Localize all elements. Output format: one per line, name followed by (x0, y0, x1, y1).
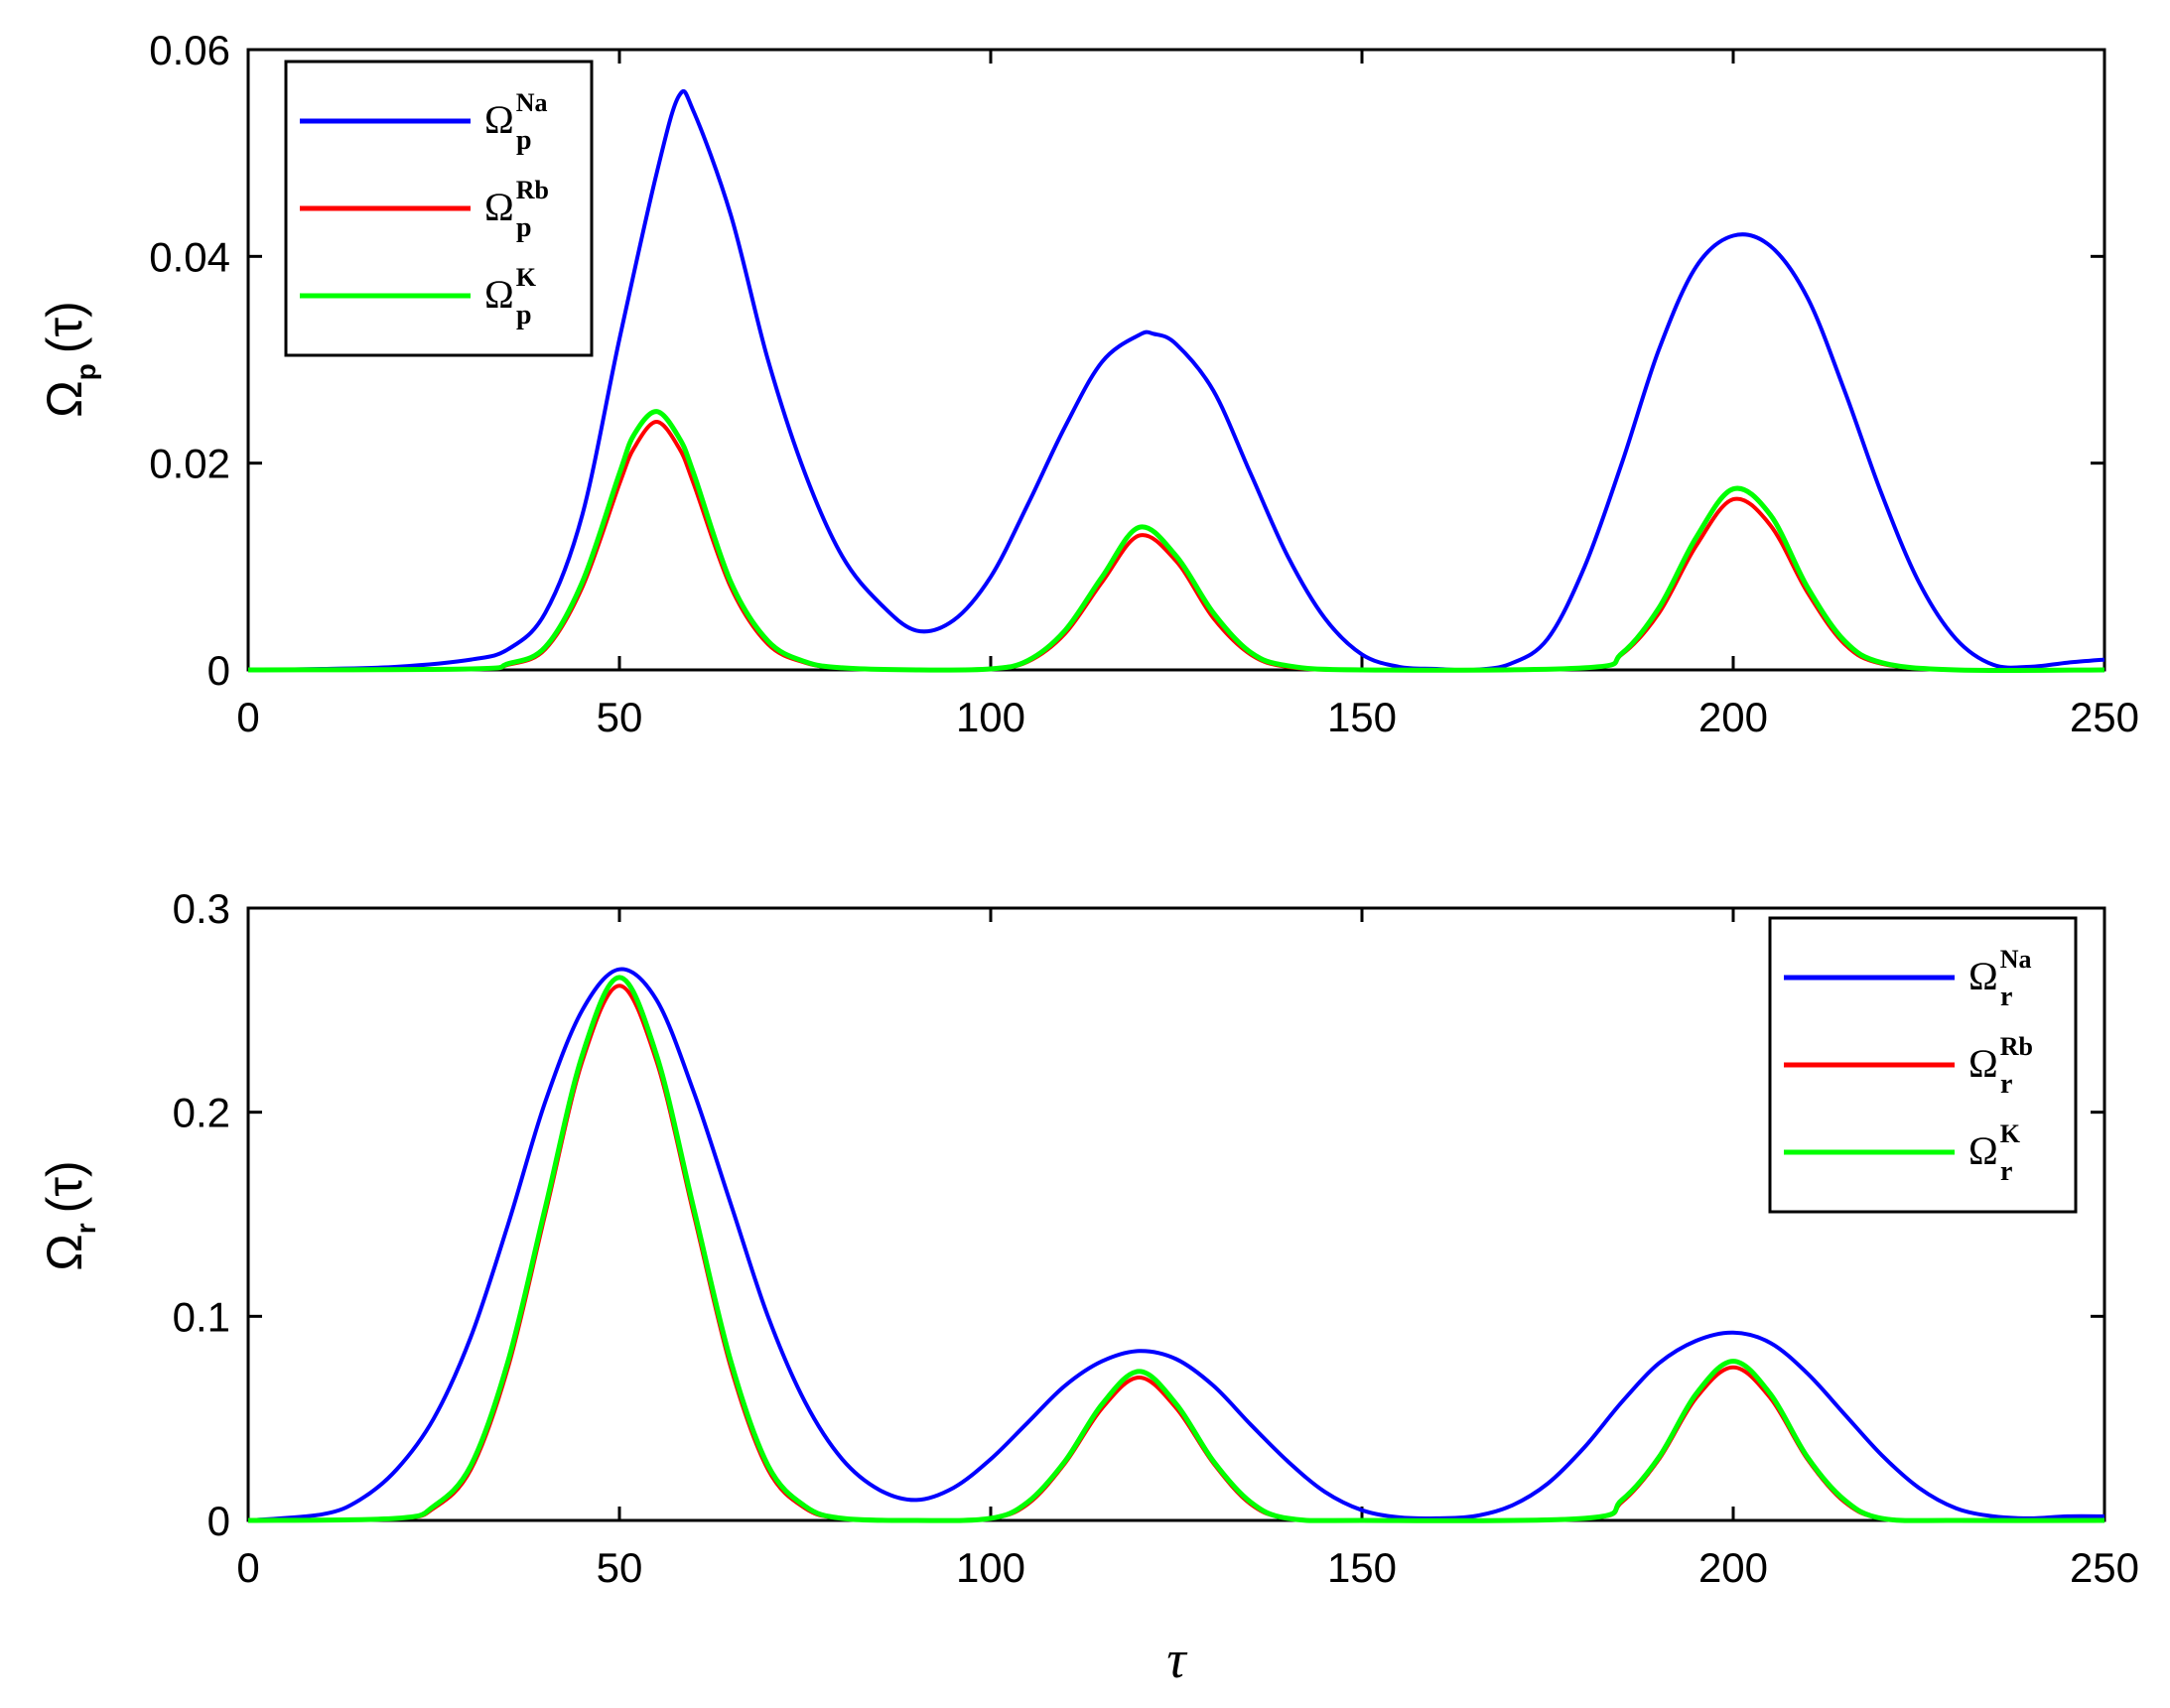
top-legend: ΩNa p ΩRb p ΩK p (284, 60, 594, 357)
bottom-x-tick-label: 100 (956, 1544, 1025, 1591)
top-y-tick-label: 0.04 (149, 233, 230, 280)
bottom-x-tick-label: 200 (1698, 1544, 1768, 1591)
bottom-y-tick-label: 0.2 (173, 1090, 230, 1136)
bottom-x-tick-label: 0 (236, 1544, 259, 1591)
top-x-tick-label: 100 (956, 694, 1025, 740)
top-chart-panel: 0 50 100 150 200 250 0 0.02 0.04 0.06 Ωp(τ) ΩNa p… (37, 27, 2139, 740)
bottom-y-tick-label: 0.3 (173, 885, 230, 932)
bottom-legend-label: ΩRb r (1968, 1032, 2033, 1100)
bottom-legend: ΩNa r ΩRb r ΩK r (1768, 916, 2078, 1214)
bottom-y-axis-label: Ωr(τ) (37, 1160, 101, 1270)
top-y-tick-label: 0 (207, 647, 230, 694)
bottom-x-axis-label: τ (1166, 1630, 1187, 1689)
top-x-tick-label: 200 (1698, 694, 1768, 740)
top-legend-label: ΩK p (484, 263, 537, 330)
bottom-y-tick-label: 0.1 (173, 1293, 230, 1340)
top-x-tick-label: 0 (236, 694, 259, 740)
top-y-axis-label: Ωp(τ) (37, 301, 101, 418)
top-y-tick-label: 0.06 (149, 27, 230, 73)
bottom-y-tick-label: 0 (207, 1498, 230, 1544)
bottom-legend-label: ΩNa r (1968, 945, 2032, 1012)
top-legend-label: ΩNa p (484, 88, 548, 156)
top-series-line-k (247, 409, 2105, 674)
top-series-lines (247, 88, 2105, 674)
bottom-chart-panel: 0 50 100 150 200 250 00.10.20.3 Ωr(τ) τ ΩNa rΩ… (37, 885, 2139, 1689)
bottom-y-tick-labels: 0 0.1 0.2 0.3 (173, 885, 230, 1544)
top-x-tick-labels: 0 50 100 150 200 250 (236, 694, 2139, 740)
top-legend-label: ΩRb p (484, 176, 549, 243)
top-series-line-na (247, 88, 2105, 673)
bottom-series-line-k (247, 975, 2105, 1523)
top-x-tick-label: 250 (2070, 694, 2139, 740)
top-y-tick-label: 0.02 (149, 441, 230, 487)
bottom-x-tick-label: 50 (597, 1544, 643, 1591)
bottom-x-tick-label: 150 (1327, 1544, 1397, 1591)
bottom-series-lines (247, 967, 2105, 1523)
top-x-tick-label: 150 (1327, 694, 1397, 740)
bottom-x-tick-labels: 0 50 100 150 200 250 (236, 1544, 2139, 1591)
bottom-legend-label: ΩK r (1968, 1119, 2021, 1187)
top-y-tick-labels: 0 0.02 0.04 0.06 (149, 27, 230, 694)
bottom-series-line-na (247, 967, 2105, 1522)
top-x-tick-label: 50 (597, 694, 643, 740)
bottom-x-tick-label: 250 (2070, 1544, 2139, 1591)
